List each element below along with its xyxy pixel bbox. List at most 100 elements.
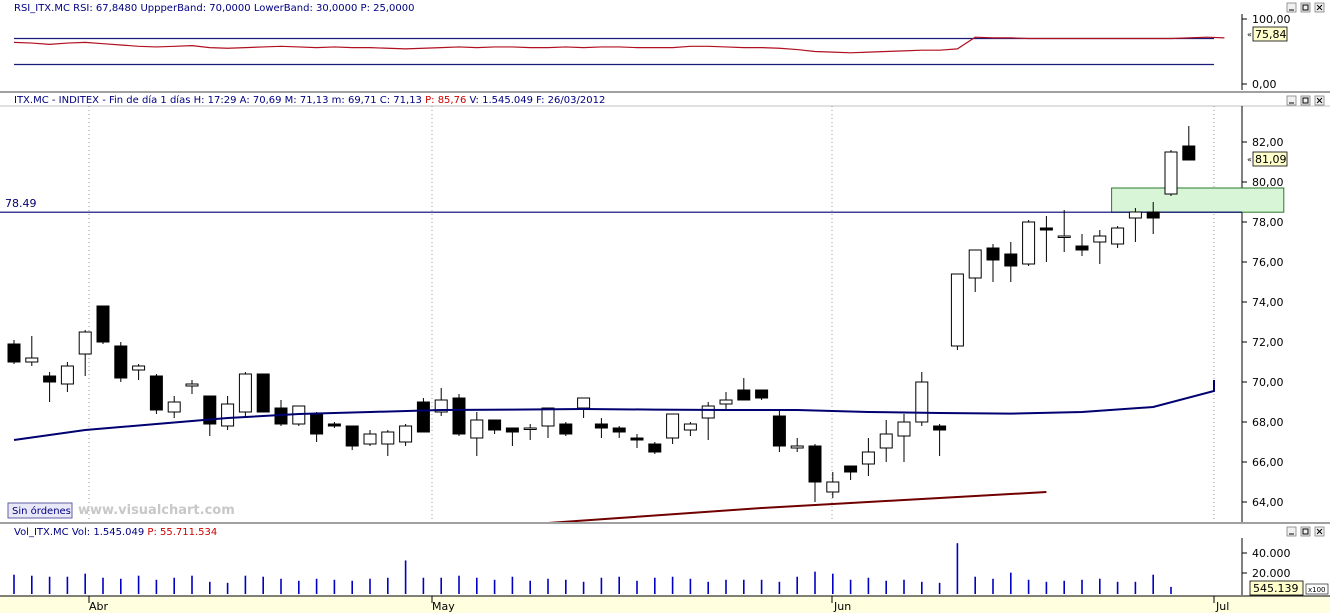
candle-body: [185, 383, 199, 387]
candle: [1111, 226, 1125, 248]
moving-average-short: [13, 380, 1215, 441]
minimize-icon[interactable]: [1286, 95, 1297, 106]
candle: [470, 412, 484, 456]
highlight-zone: [1111, 187, 1285, 213]
candle-body: [844, 465, 858, 473]
price-window-buttons[interactable]: [1286, 95, 1325, 106]
price-tick-label: 74,00: [1252, 296, 1284, 309]
candle-body: [879, 433, 893, 449]
panel-separator[interactable]: [0, 522, 1330, 524]
volume-header: Vol_ITX.MC Vol: 1.545.049 P: 55.711.534: [14, 527, 217, 538]
sin-ordenes-label: Sin órdenes: [12, 505, 71, 517]
candle-body: [612, 427, 626, 433]
candle: [185, 380, 199, 394]
candle-body: [1022, 221, 1036, 265]
candle: [826, 472, 840, 498]
price-tick-label: 70,00: [1252, 376, 1284, 389]
candle-body: [826, 481, 840, 493]
candle-body: [719, 399, 733, 405]
candle-body: [1057, 235, 1071, 238]
candle-body: [808, 445, 822, 483]
maximize-icon[interactable]: [1300, 526, 1311, 537]
candle-body: [60, 365, 74, 385]
candle: [452, 394, 466, 436]
price-y-ticks: 64,00 66,00 68,00 70,00 72,00 74,00 76,00 78,00…: [1242, 136, 1284, 509]
candle: [43, 372, 57, 402]
rsi-window-buttons[interactable]: [1286, 2, 1325, 13]
price-tick-label: 80,00: [1252, 176, 1284, 189]
candle: [683, 422, 697, 436]
volume-last-value: 545.139: [1253, 582, 1299, 595]
price-tick-label: 76,00: [1252, 256, 1284, 269]
x-axis-bar: [0, 596, 1330, 613]
candle-body: [149, 375, 163, 411]
candle: [1128, 208, 1142, 242]
price-last-value-badge: [1252, 151, 1288, 167]
candle-body: [701, 405, 715, 419]
rsi-tick-label: 100,00: [1252, 13, 1291, 26]
candle-body: [416, 401, 430, 433]
candle: [25, 336, 39, 366]
watermark: www.visualchart.com: [78, 503, 235, 518]
candle: [933, 424, 947, 456]
candle: [612, 426, 626, 438]
price-tick-label: 66,00: [1252, 456, 1284, 469]
candle: [1039, 216, 1053, 262]
volume-multiplier: x100: [1308, 586, 1326, 594]
candle: [666, 413, 680, 444]
rsi-last-value-badge: [1252, 26, 1288, 42]
rsi-panel: RSI_ITX.MC RSI: 67,8480 UppperBand: 70,0…: [0, 0, 1330, 91]
volume-bars: [13, 543, 1172, 594]
candle: [755, 389, 769, 400]
candle: [523, 424, 537, 440]
rsi-line: [13, 36, 1225, 54]
month-label-may: May: [432, 600, 455, 613]
candle: [915, 372, 929, 426]
candle: [238, 372, 252, 418]
maximize-icon[interactable]: [1300, 2, 1311, 13]
maximize-icon[interactable]: [1300, 95, 1311, 106]
candle-body: [167, 401, 181, 413]
candle-body: [1039, 227, 1053, 231]
candle-body: [505, 427, 519, 433]
candle-body: [933, 425, 947, 431]
candle-body: [25, 357, 39, 363]
sin-ordenes-button[interactable]: [7, 502, 73, 519]
volume-multiplier-box: [1305, 583, 1329, 595]
horizontal-level-label: 78.49: [5, 197, 37, 210]
candle-body: [132, 365, 146, 371]
minimize-icon[interactable]: [1286, 2, 1297, 13]
candle: [719, 392, 733, 410]
candle-body: [381, 431, 395, 445]
candle-body: [96, 305, 110, 343]
candle: [345, 425, 359, 450]
candle: [559, 422, 573, 436]
volume-window-buttons[interactable]: [1286, 526, 1325, 537]
candle-body: [310, 413, 324, 435]
rsi-header-bar: [0, 0, 1330, 14]
candle-body: [577, 397, 591, 409]
candle: [790, 438, 804, 452]
candle: [1075, 234, 1089, 256]
month-label-jul: Jul: [1215, 600, 1229, 613]
candle-body: [1004, 253, 1018, 267]
price-tick-label: 68,00: [1252, 416, 1284, 429]
candle-body: [594, 423, 608, 429]
candle: [630, 434, 644, 448]
price-tick-label: 64,00: [1252, 496, 1284, 509]
price-header-p: P: 85,76: [425, 95, 466, 106]
candle-body: [630, 437, 644, 441]
candle: [1022, 220, 1036, 266]
candle-body: [488, 419, 502, 431]
candle-body: [968, 249, 982, 279]
candle: [399, 424, 413, 446]
volume-panel: Vol_ITX.MC Vol: 1.545.049 P: 55.711.534 …: [13, 526, 1329, 596]
candle: [114, 342, 128, 382]
minimize-icon[interactable]: [1286, 526, 1297, 537]
candle: [488, 419, 502, 434]
candle-body: [399, 425, 413, 443]
price-panel: ITX.MC - INDITEX - Fin de día 1 días H: …: [0, 93, 1330, 524]
candle: [221, 396, 235, 430]
panel-separator[interactable]: [0, 91, 1330, 93]
rsi-header: RSI_ITX.MC RSI: 67,8480 UppperBand: 70,0…: [14, 3, 414, 14]
